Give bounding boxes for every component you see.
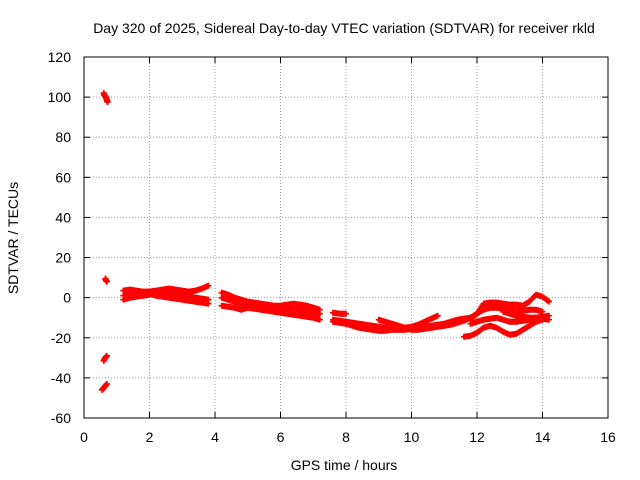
x-tick-label: 0 <box>80 429 88 445</box>
grid-lines <box>84 57 608 418</box>
x-tick-label: 14 <box>535 429 551 445</box>
data-point <box>103 352 110 359</box>
data-point <box>103 278 110 285</box>
series-track-9 <box>329 312 441 332</box>
y-tick-label: 60 <box>55 169 71 185</box>
chart-title: Day 320 of 2025, Sidereal Day-to-day VTE… <box>93 20 595 36</box>
x-tick-label: 12 <box>469 429 485 445</box>
x-tick-label: 16 <box>600 429 616 445</box>
y-tick-label: 120 <box>48 49 72 65</box>
axis-ticks <box>83 56 609 419</box>
series-track-7 <box>329 309 349 317</box>
series-track-14 <box>500 308 553 323</box>
y-tick-label: -60 <box>51 410 71 426</box>
x-tick-label: 2 <box>146 429 154 445</box>
y-tick-label: 40 <box>55 209 71 225</box>
x-tick-label: 4 <box>211 429 219 445</box>
data-point <box>316 316 323 323</box>
series-early-high <box>100 90 111 106</box>
y-tick-label: 20 <box>55 250 71 266</box>
series-early-m30 <box>100 352 110 364</box>
data-point <box>343 310 349 317</box>
y-tick-label: 0 <box>63 290 71 306</box>
y-tick-label: 80 <box>55 129 71 145</box>
data-point <box>205 300 212 307</box>
data-point <box>104 99 111 106</box>
y-axis-label: SDTVAR / TECUs <box>5 182 21 294</box>
data-point <box>205 282 212 289</box>
y-tick-label: 100 <box>48 89 72 105</box>
data-point <box>434 312 441 319</box>
x-tick-label: 8 <box>342 429 350 445</box>
data-point <box>544 297 551 304</box>
x-tick-label: 6 <box>277 429 285 445</box>
x-tick-labels: 0 2 4 6 8 10 12 14 16 <box>80 429 616 445</box>
series-early-m45 <box>99 380 110 393</box>
series-early-9 <box>102 275 110 285</box>
data-markers <box>99 90 553 393</box>
y-tick-labels: -60 -40 -20 0 20 40 60 80 100 120 <box>48 49 72 426</box>
data-point <box>316 310 323 317</box>
data-point <box>546 316 553 323</box>
x-axis-label: GPS time / hours <box>291 457 398 473</box>
data-point <box>546 298 553 305</box>
data-point <box>103 380 110 387</box>
series-track-6 <box>218 294 323 317</box>
y-tick-label: -20 <box>51 330 71 346</box>
series-track-12 <box>467 291 553 323</box>
y-tick-label: -40 <box>51 370 71 386</box>
data-point <box>539 308 546 315</box>
series-track-3 <box>120 286 212 307</box>
x-tick-label: 10 <box>404 429 420 445</box>
